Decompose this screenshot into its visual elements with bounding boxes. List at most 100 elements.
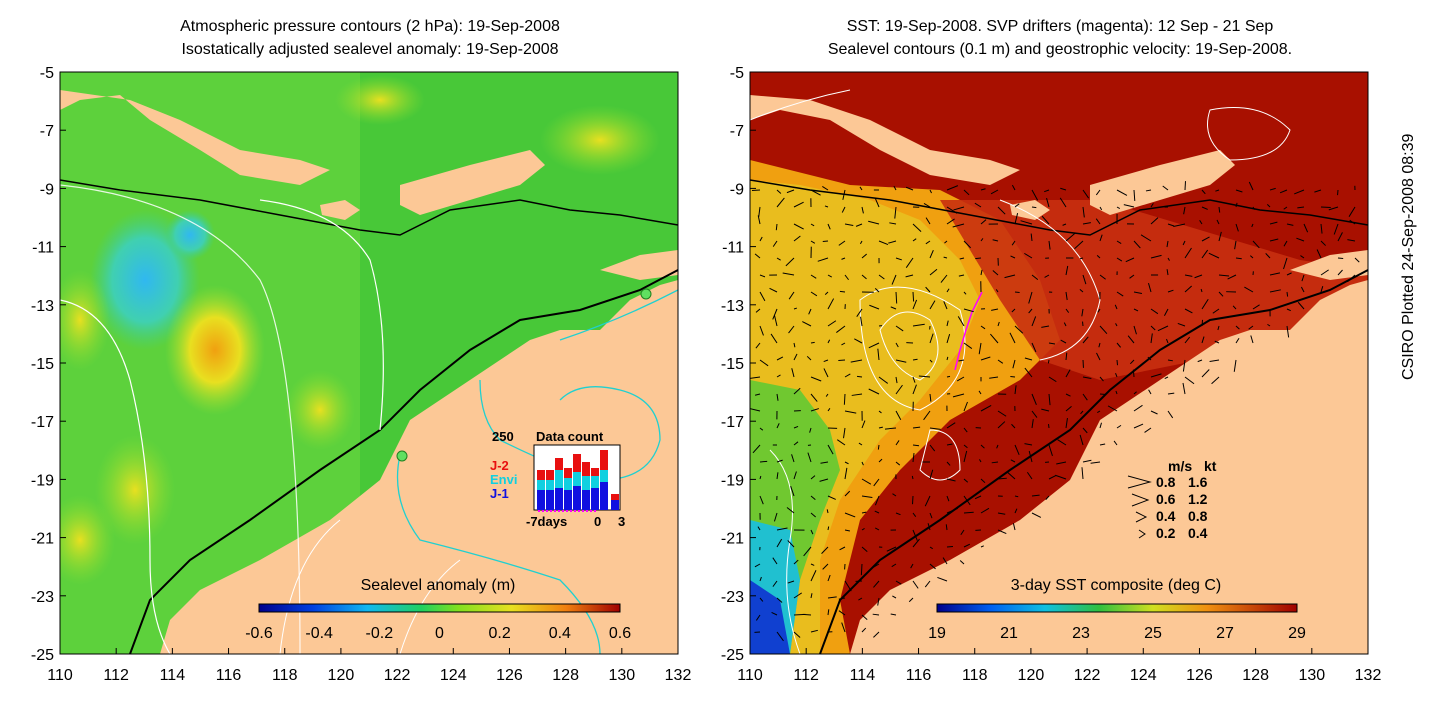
velocity-arrow bbox=[1133, 325, 1137, 335]
velocity-arrow bbox=[895, 384, 903, 395]
velocity-arrow bbox=[912, 580, 919, 589]
velocity-arrow bbox=[860, 563, 863, 576]
velocity-arrow bbox=[925, 240, 931, 245]
velocity-arrow bbox=[877, 597, 880, 606]
velocity-arrow bbox=[1184, 308, 1193, 314]
velocity-arrow bbox=[1235, 337, 1240, 344]
velocity-arrow bbox=[929, 333, 934, 344]
speed-row-3-ms: 0.4 bbox=[1156, 508, 1176, 524]
velocity-arrow bbox=[1320, 206, 1331, 209]
velocity-arrow bbox=[925, 217, 931, 225]
velocity-arrow bbox=[1216, 219, 1220, 225]
velocity-arrow bbox=[793, 353, 798, 361]
velocity-arrow bbox=[946, 185, 959, 191]
velocity-arrow bbox=[1227, 274, 1237, 280]
velocity-arrow bbox=[952, 223, 965, 228]
lat-tick-label: -21 bbox=[31, 531, 54, 548]
velocity-arrow bbox=[770, 333, 778, 344]
velocity-arrow bbox=[868, 342, 880, 349]
velocity-arrow bbox=[980, 269, 983, 276]
velocity-arrow bbox=[1099, 325, 1108, 335]
left-title-line2: Isostatically adjusted sealevel anomaly:… bbox=[181, 41, 559, 58]
velocity-arrow bbox=[886, 546, 897, 552]
velocity-arrow bbox=[958, 359, 965, 362]
velocity-arrow bbox=[759, 236, 763, 242]
velocity-arrow bbox=[1056, 461, 1067, 465]
velocity-arrow bbox=[1074, 240, 1084, 250]
lon-tick-label: 130 bbox=[608, 667, 635, 684]
velocity-arrow bbox=[759, 597, 764, 602]
velocity-arrow bbox=[793, 425, 799, 429]
velocity-arrow bbox=[980, 356, 991, 361]
lon-tick-label: 112 bbox=[793, 667, 819, 684]
velocity-arrow bbox=[1129, 274, 1135, 279]
velocity-arrow bbox=[1218, 291, 1224, 297]
velocity-arrow bbox=[959, 560, 965, 565]
inset-legend-j1: J-1 bbox=[490, 486, 509, 501]
velocity-arrow bbox=[963, 401, 968, 412]
velocity-arrow bbox=[755, 342, 761, 349]
velocity-arrow bbox=[980, 238, 984, 242]
velocity-arrow bbox=[856, 308, 863, 317]
velocity-arrow bbox=[946, 422, 956, 429]
velocity-arrow bbox=[772, 580, 778, 587]
velocity-arrow bbox=[912, 529, 918, 541]
velocity-arrow bbox=[1184, 376, 1195, 385]
velocity-arrow bbox=[822, 563, 829, 570]
velocity-arrow bbox=[786, 507, 795, 514]
velocity-arrow bbox=[827, 320, 837, 327]
velocity-arrow bbox=[844, 461, 849, 465]
velocity-arrow bbox=[1065, 308, 1070, 313]
velocity-arrow bbox=[759, 274, 766, 278]
velocity-arrow bbox=[1150, 373, 1162, 378]
velocity-arrow bbox=[912, 444, 920, 447]
inset-xlabel-left: -7days bbox=[526, 514, 567, 529]
lon-tick-label: 128 bbox=[1242, 667, 1269, 684]
velocity-arrow bbox=[878, 376, 889, 384]
velocity-arrow bbox=[1116, 424, 1122, 429]
velocity-arrow bbox=[1211, 376, 1220, 385]
velocity-arrow bbox=[1099, 274, 1106, 280]
velocity-arrow bbox=[918, 375, 931, 378]
lon-tick-label: 114 bbox=[850, 667, 876, 684]
lat-tick-label: -11 bbox=[32, 240, 54, 257]
velocity-arrow bbox=[929, 359, 933, 363]
velocity-arrow bbox=[1184, 285, 1193, 293]
sealevel-colorbar: Sealevel anomaly (m) -0.6 -0.4 -0.2 0 0.2 0.4… bbox=[245, 577, 631, 642]
velocity-arrow bbox=[1079, 257, 1084, 260]
lon-tick-label: 116 bbox=[906, 667, 932, 684]
speed-row-2-kt: 1.2 bbox=[1188, 491, 1208, 507]
velocity-arrow bbox=[772, 308, 778, 320]
velocity-arrow bbox=[1235, 257, 1242, 260]
velocity-arrow bbox=[1297, 301, 1305, 310]
velocity-arrow bbox=[873, 580, 880, 588]
velocity-arrow bbox=[945, 524, 948, 531]
velocity-arrow bbox=[861, 546, 868, 552]
velocity-arrow bbox=[773, 512, 778, 522]
velocity-arrow bbox=[953, 206, 965, 211]
velocity-arrow bbox=[1062, 223, 1067, 226]
velocity-arrow bbox=[1011, 423, 1016, 429]
velocity-arrow bbox=[1026, 471, 1033, 480]
velocity-arrow bbox=[1164, 376, 1169, 379]
lon-tick-label: 132 bbox=[1355, 667, 1382, 684]
velocity-arrow bbox=[1082, 459, 1092, 463]
velocity-arrow bbox=[1099, 422, 1102, 429]
velocity-arrow bbox=[793, 631, 801, 638]
velocity-arrow bbox=[860, 316, 863, 327]
velocity-arrow bbox=[754, 563, 761, 568]
velocity-arrow bbox=[991, 308, 999, 311]
velocity-arrow bbox=[790, 486, 795, 497]
velocity-arrow bbox=[912, 512, 917, 518]
velocity-arrow bbox=[1267, 323, 1271, 327]
velocity-arrow bbox=[1333, 223, 1339, 235]
velocity-arrow bbox=[806, 355, 812, 361]
velocity-arrow bbox=[785, 257, 795, 267]
sst-colorbar-label: 3-day SST composite (deg C) bbox=[1011, 577, 1221, 594]
velocity-arrow bbox=[861, 495, 873, 499]
lat-tick-label: -5 bbox=[730, 65, 744, 82]
velocity-arrow bbox=[1320, 269, 1329, 276]
velocity-arrow bbox=[1116, 206, 1121, 210]
velocity-arrow bbox=[1031, 316, 1037, 327]
velocity-arrow bbox=[824, 205, 829, 208]
